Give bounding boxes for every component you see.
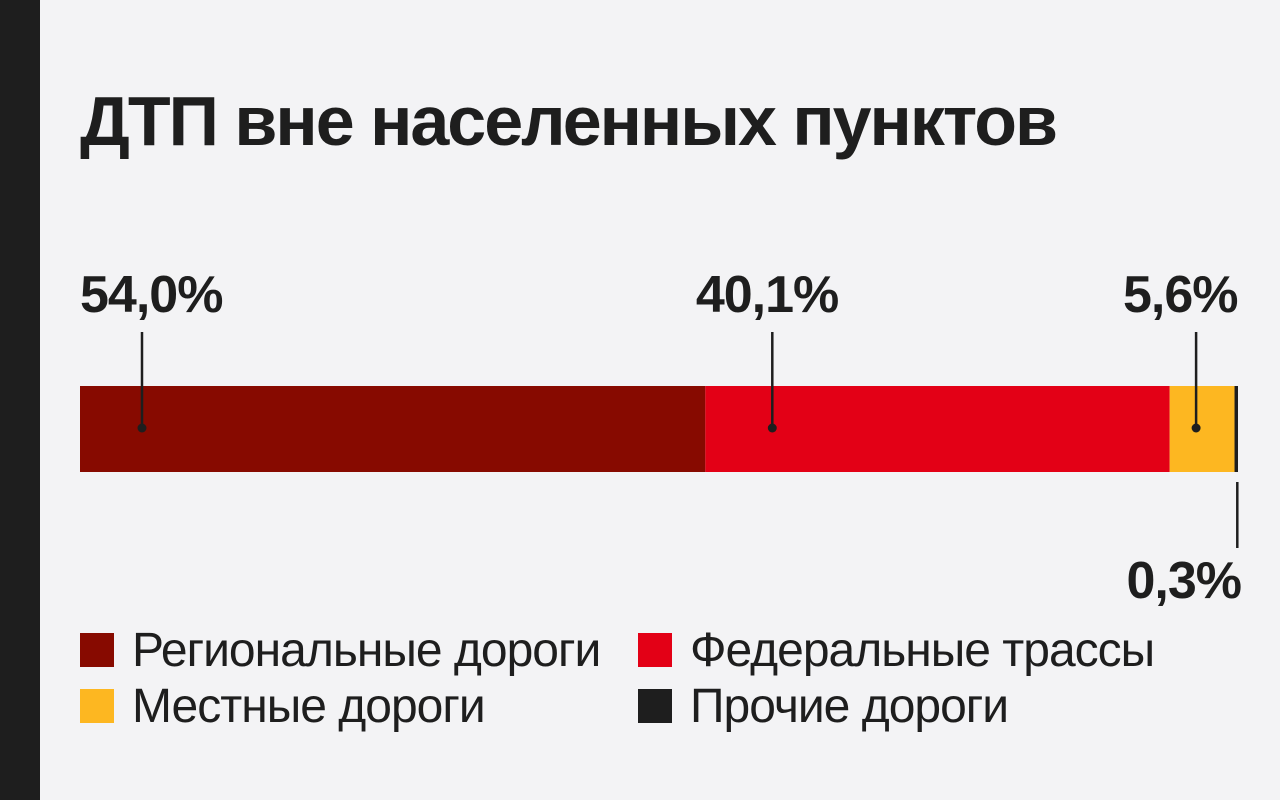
value-label-federal: 40,1% bbox=[696, 266, 838, 324]
legend-label-other: Прочие дороги bbox=[690, 679, 1009, 733]
legend-label-regional: Региональные дороги bbox=[132, 623, 601, 677]
pointer-dot-local bbox=[1191, 423, 1201, 433]
bar-segment-federal bbox=[705, 386, 1170, 472]
side-strip bbox=[0, 0, 40, 800]
value-label-other: 0,3% bbox=[1126, 552, 1241, 610]
chart-title: ДТП вне населенных пунктов bbox=[80, 82, 1058, 160]
bar-segment-regional bbox=[80, 386, 706, 472]
legend-item-regional: Региональные дороги bbox=[80, 620, 601, 680]
pointer-dot-federal bbox=[767, 423, 777, 433]
pointer-dot-regional bbox=[137, 423, 147, 433]
legend-item-other: Прочие дороги bbox=[638, 676, 1009, 736]
value-label-local: 5,6% bbox=[1123, 266, 1238, 324]
legend-swatch-local bbox=[80, 689, 114, 723]
legend-item-local: Местные дороги bbox=[80, 676, 486, 736]
legend-item-federal: Федеральные трассы bbox=[638, 620, 1155, 680]
bar-segment-other bbox=[1234, 386, 1238, 472]
legend-swatch-regional bbox=[80, 633, 114, 667]
legend-swatch-other bbox=[638, 689, 672, 723]
bar-segment-local bbox=[1169, 386, 1235, 472]
stacked-bar-chart: 54,0% 40,1% 5,6% 0,3% bbox=[80, 266, 1242, 610]
legend-label-local: Местные дороги bbox=[132, 679, 486, 733]
value-label-regional: 54,0% bbox=[80, 266, 222, 324]
legend-label-federal: Федеральные трассы bbox=[690, 623, 1155, 677]
legend-swatch-federal bbox=[638, 633, 672, 667]
